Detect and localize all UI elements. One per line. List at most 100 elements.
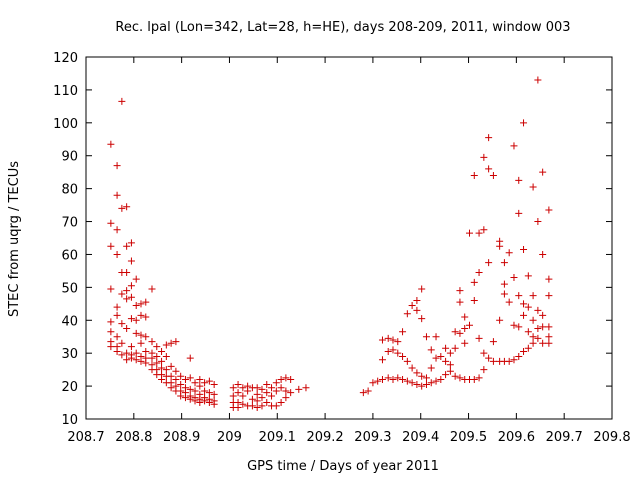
- data-point: [394, 374, 402, 382]
- data-point: [186, 385, 194, 393]
- data-point: [442, 344, 450, 352]
- data-point: [132, 356, 140, 364]
- data-point: [427, 364, 435, 372]
- y-axis-label: STEC from uqrg / TECUs: [7, 161, 22, 317]
- data-point: [287, 389, 295, 397]
- data-point: [500, 280, 508, 288]
- data-points: [107, 76, 553, 411]
- data-point: [113, 303, 121, 311]
- data-point: [384, 348, 392, 356]
- data-point: [263, 389, 271, 397]
- data-point: [470, 278, 478, 286]
- data-point: [113, 348, 121, 356]
- data-point: [196, 382, 204, 390]
- chart-title: Rec. lpal (Lon=342, Lat=28, h=HE), days …: [115, 20, 570, 35]
- data-point: [132, 275, 140, 283]
- data-point: [442, 357, 450, 365]
- data-point: [510, 142, 518, 150]
- data-point: [172, 376, 180, 384]
- data-point: [529, 292, 537, 300]
- data-point: [394, 349, 402, 357]
- data-point: [118, 351, 126, 359]
- y-tick-label: 30: [61, 347, 78, 362]
- data-point: [142, 359, 150, 367]
- data-point: [403, 357, 411, 365]
- data-point: [148, 338, 156, 346]
- data-point: [177, 392, 185, 400]
- data-point: [113, 191, 121, 199]
- data-point: [422, 333, 430, 341]
- data-point: [201, 397, 209, 405]
- data-point: [127, 354, 135, 362]
- data-point: [524, 272, 532, 280]
- data-point: [539, 339, 547, 347]
- data-point: [181, 394, 189, 402]
- plot-frame: [85, 56, 613, 420]
- y-tick-label: 90: [61, 150, 78, 165]
- data-point: [413, 369, 421, 377]
- data-point: [244, 387, 252, 395]
- y-tick-label: 20: [61, 380, 78, 395]
- data-point: [123, 269, 131, 277]
- data-point: [500, 290, 508, 298]
- data-point: [186, 374, 194, 382]
- data-point: [466, 321, 474, 329]
- data-point: [520, 348, 528, 356]
- data-point: [510, 356, 518, 364]
- data-point: [113, 311, 121, 319]
- data-point: [210, 400, 218, 408]
- data-point: [418, 315, 426, 323]
- x-tick-label: 208.9: [163, 430, 200, 445]
- data-point: [403, 310, 411, 318]
- data-point: [505, 357, 513, 365]
- data-point: [515, 352, 523, 360]
- data-point: [191, 397, 199, 405]
- data-point: [229, 392, 237, 400]
- data-point: [456, 298, 464, 306]
- data-point: [196, 399, 204, 407]
- data-point: [277, 399, 285, 407]
- data-point: [374, 377, 382, 385]
- data-point: [480, 153, 488, 161]
- data-point: [408, 379, 416, 387]
- data-point: [107, 343, 115, 351]
- x-tick-label: 209: [217, 430, 242, 445]
- data-point: [239, 392, 247, 400]
- data-point: [282, 394, 290, 402]
- data-point: [524, 344, 532, 352]
- data-point: [545, 323, 553, 331]
- data-point: [162, 341, 170, 349]
- data-point: [480, 226, 488, 234]
- data-point: [496, 316, 504, 324]
- data-point: [520, 246, 528, 254]
- data-point: [191, 379, 199, 387]
- data-point: [263, 399, 271, 407]
- data-point: [263, 380, 271, 388]
- x-axis-label: GPS time / Days of year 2011: [247, 459, 439, 474]
- x-tick-label: 208.8: [115, 430, 152, 445]
- data-point: [470, 297, 478, 305]
- data-point: [162, 352, 170, 360]
- data-point: [475, 269, 483, 277]
- data-point: [524, 328, 532, 336]
- data-point: [389, 336, 397, 344]
- data-point: [432, 354, 440, 362]
- data-point: [210, 390, 218, 398]
- data-point: [107, 318, 115, 326]
- data-point: [137, 311, 145, 319]
- data-point: [123, 356, 131, 364]
- x-tick-label: 209.8: [593, 430, 630, 445]
- data-point: [520, 311, 528, 319]
- data-point: [485, 165, 493, 173]
- data-point: [253, 403, 261, 411]
- data-point: [123, 242, 131, 250]
- data-point: [418, 372, 426, 380]
- data-point: [359, 389, 367, 397]
- data-point: [248, 395, 256, 403]
- data-point: [408, 301, 416, 309]
- data-point: [239, 400, 247, 408]
- y-tick-label: 70: [61, 216, 78, 231]
- data-point: [287, 376, 295, 384]
- data-point: [489, 357, 497, 365]
